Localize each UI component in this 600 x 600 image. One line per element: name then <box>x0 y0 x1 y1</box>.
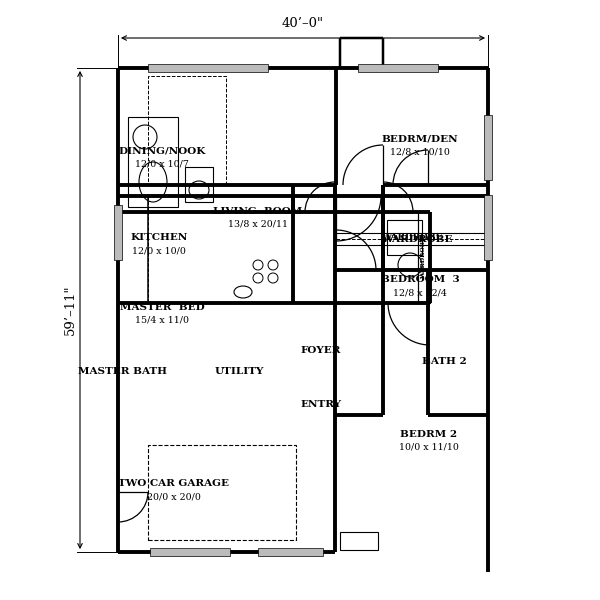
Text: 40’–0": 40’–0" <box>282 17 324 30</box>
Bar <box>484 195 492 260</box>
Bar <box>148 76 226 184</box>
Text: KITCHEN: KITCHEN <box>130 233 188 242</box>
Text: 12/0 x 10/7: 12/0 x 10/7 <box>135 160 189 169</box>
Text: LIVING  ROOM: LIVING ROOM <box>214 206 302 215</box>
Text: DINING/NOOK: DINING/NOOK <box>118 146 206 155</box>
Text: BATH 2: BATH 2 <box>422 356 466 365</box>
Text: MASTER BATH: MASTER BATH <box>79 367 167 376</box>
Text: WARDROBE: WARDROBE <box>382 232 443 241</box>
Text: TWO CAR GARAGE: TWO CAR GARAGE <box>119 479 229 488</box>
Text: BEDRM/DEN: BEDRM/DEN <box>382 134 458 143</box>
Bar <box>148 196 293 303</box>
Bar <box>148 445 296 540</box>
Bar <box>114 205 122 260</box>
Text: 12/8 x 10/10: 12/8 x 10/10 <box>390 148 450 157</box>
Bar <box>484 115 492 180</box>
Bar <box>387 220 422 255</box>
Bar <box>258 548 323 556</box>
Bar <box>358 64 438 72</box>
Text: 15/4 x 11/0: 15/4 x 11/0 <box>135 316 189 325</box>
Text: ENTRY: ENTRY <box>301 400 341 409</box>
Text: WARDROBE: WARDROBE <box>421 236 427 279</box>
Text: BEDROOM  3: BEDROOM 3 <box>380 275 460 284</box>
Text: BEDRM 2: BEDRM 2 <box>400 430 458 439</box>
Text: WARDROBE: WARDROBE <box>381 235 453 244</box>
Text: 20/0 x 20/0: 20/0 x 20/0 <box>147 493 201 502</box>
Text: MASTER  BED: MASTER BED <box>119 302 205 311</box>
Bar <box>150 548 230 556</box>
Text: 12/8 x 12/4: 12/8 x 12/4 <box>393 289 447 298</box>
Text: 13/8 x 20/11: 13/8 x 20/11 <box>228 220 288 229</box>
Text: UTILITY: UTILITY <box>214 367 263 376</box>
Bar <box>185 167 213 202</box>
Bar <box>148 64 268 72</box>
Bar <box>418 212 430 303</box>
Text: 12/0 x 10/0: 12/0 x 10/0 <box>132 247 186 256</box>
Text: 10/0 x 11/10: 10/0 x 11/10 <box>399 443 459 452</box>
Text: FOYER: FOYER <box>301 346 341 355</box>
Bar <box>128 117 178 207</box>
Bar <box>340 532 378 550</box>
Text: 59’–11": 59’–11" <box>64 285 77 335</box>
